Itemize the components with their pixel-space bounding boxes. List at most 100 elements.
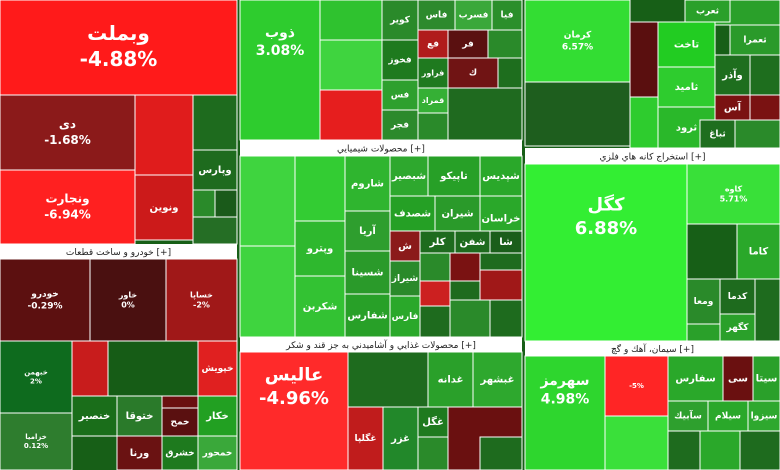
filler-tile (497, 57, 523, 89)
filler-tile (479, 269, 523, 301)
stock-tile[interactable] (381, 109, 419, 141)
stock-tile[interactable] (389, 295, 421, 338)
stock-symbol: وآذر (721, 68, 743, 81)
stock-symbol: كاوه (725, 184, 743, 193)
stock-tile[interactable] (447, 29, 489, 59)
stock-symbol: فر (461, 40, 474, 50)
sector-title[interactable]: محصولات غذايي و آشاميدني به جز قند و شكر… (285, 339, 476, 351)
stock-tile[interactable] (417, 87, 449, 114)
stock-tile[interactable] (417, 406, 449, 438)
stock-tile[interactable] (417, 29, 449, 59)
stock-symbol: غگلپا (354, 432, 376, 444)
stock-symbol: غزر (390, 434, 410, 445)
stock-tile[interactable] (714, 94, 751, 121)
stock-symbol: خراسان (482, 214, 521, 225)
stock-tile[interactable] (524, 163, 688, 342)
stock-symbol: شفارس (347, 311, 388, 322)
stock-symbol: كلر (428, 237, 445, 248)
stock-change: 4.98% (541, 391, 590, 407)
stock-symbol: كگل (587, 193, 625, 215)
stock-tile[interactable] (382, 406, 419, 470)
stock-tile[interactable] (0, 169, 136, 245)
stock-tile[interactable] (0, 340, 73, 414)
stock-tile[interactable] (294, 220, 346, 277)
stock-change: -4.88% (80, 47, 158, 71)
sector-header (525, 341, 780, 356)
stock-tile[interactable] (116, 435, 163, 470)
stock-tile[interactable] (686, 278, 721, 325)
stock-symbol: سيتا (756, 374, 778, 385)
stock-symbol: شیراز (391, 274, 419, 284)
stock-tile[interactable] (657, 66, 716, 108)
stock-tile[interactable] (381, 0, 419, 41)
stock-symbol: ذوب (265, 25, 295, 41)
stock-tile[interactable] (344, 250, 391, 295)
filler-tile (449, 299, 491, 338)
filler-tile (629, 21, 659, 98)
stock-tile[interactable] (699, 119, 736, 149)
filler-tile (319, 39, 383, 91)
stock-tile[interactable] (381, 39, 419, 81)
stock-tile[interactable] (686, 163, 780, 225)
stock-tile[interactable] (192, 149, 238, 191)
stock-tile[interactable] (0, 412, 73, 470)
stock-tile[interactable] (714, 54, 751, 96)
stock-symbol: كرمان (564, 31, 592, 41)
stock-symbol: خشرق (165, 449, 194, 459)
stock-tile[interactable] (736, 223, 780, 280)
stock-tile[interactable] (667, 400, 709, 432)
sector-title[interactable]: محصولات شيميايي [+] (337, 145, 425, 155)
stock-change: 2% (30, 378, 42, 386)
stock-symbol: فجر (390, 121, 409, 131)
filler-tile (192, 216, 238, 245)
filler-tile (347, 351, 429, 408)
stock-tile[interactable] (747, 400, 780, 432)
stock-symbol: فيا (501, 11, 514, 21)
stock-symbol: خكار (205, 411, 229, 422)
stock-tile[interactable] (729, 24, 780, 56)
filler-tile (107, 340, 199, 397)
stock-tile[interactable] (489, 230, 523, 254)
stock-tile[interactable] (454, 0, 493, 31)
stock-symbol: ك (469, 69, 477, 79)
filler-tile (319, 0, 383, 41)
stock-symbol: خبهمن (24, 368, 48, 376)
stock-symbol: ونوين (150, 203, 179, 214)
filler-tile (294, 155, 346, 222)
stock-symbol: ثرود (676, 123, 698, 134)
stock-tile[interactable] (491, 0, 523, 31)
stock-tile[interactable] (684, 0, 731, 23)
stock-tile[interactable] (417, 0, 456, 31)
stock-tile[interactable] (719, 313, 756, 342)
stock-tile[interactable] (344, 210, 391, 252)
stock-symbol: شفن (459, 237, 485, 248)
stock-tile[interactable] (197, 340, 238, 397)
stock-tile[interactable] (0, 0, 238, 96)
stock-tile[interactable] (524, 0, 631, 83)
sector-header (525, 148, 780, 164)
stock-tile[interactable] (447, 57, 499, 89)
filler-tile (449, 252, 481, 282)
stock-tile[interactable] (417, 57, 449, 89)
stock-symbol: وپترو (306, 244, 334, 255)
stock-tile[interactable] (165, 258, 238, 342)
sector-title[interactable]: خودرو و ساخت قطعات [+] (66, 248, 171, 258)
stock-change: -0.29% (28, 301, 63, 311)
stock-tile[interactable] (239, 351, 349, 470)
stock-tile[interactable] (239, 0, 321, 141)
stock-symbol: ثعمرا (743, 36, 766, 46)
stock-change: -4.96% (259, 388, 329, 409)
stock-tile[interactable] (71, 395, 118, 437)
stock-tile[interactable] (524, 355, 606, 470)
filler-tile (749, 94, 780, 121)
stock-tile[interactable] (752, 355, 780, 402)
stock-tile[interactable] (472, 351, 523, 408)
stock-tile[interactable] (197, 395, 238, 437)
stock-tile[interactable] (0, 258, 91, 342)
stock-tile[interactable] (197, 435, 238, 470)
sector-title[interactable]: استخراج كانه هاي فلزي [+] (599, 153, 705, 163)
stock-tile[interactable] (134, 174, 194, 241)
sector-title[interactable]: سيمان، آهك و گچ [+] (611, 343, 694, 355)
stock-symbol: خمح (170, 418, 189, 428)
stock-tile[interactable] (479, 155, 523, 197)
